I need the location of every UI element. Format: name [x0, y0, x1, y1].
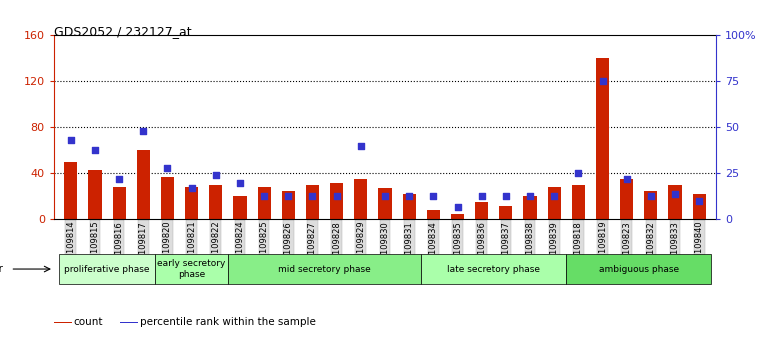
Bar — [64, 162, 78, 219]
Text: percentile rank within the sample: percentile rank within the sample — [140, 317, 316, 327]
Bar — [378, 188, 392, 219]
Point — [89, 147, 101, 152]
Bar — [233, 196, 246, 219]
Point — [282, 193, 294, 198]
Bar — [161, 177, 174, 219]
Point — [65, 137, 77, 143]
Text: other: other — [0, 264, 3, 274]
Point — [451, 204, 464, 210]
Bar — [403, 194, 416, 219]
Point — [621, 176, 633, 182]
Text: ambiguous phase: ambiguous phase — [599, 264, 679, 274]
Bar — [571, 185, 585, 219]
Bar — [257, 187, 271, 219]
Point — [596, 79, 608, 84]
Point — [306, 193, 319, 198]
Bar — [228, 254, 421, 284]
Bar — [112, 187, 126, 219]
Point — [427, 193, 440, 198]
Point — [524, 193, 536, 198]
Point — [693, 198, 705, 204]
Bar — [547, 187, 561, 219]
Bar — [354, 179, 367, 219]
Bar — [620, 179, 633, 219]
Point — [137, 128, 149, 134]
Bar — [282, 191, 295, 219]
Bar — [59, 254, 156, 284]
Bar — [692, 194, 706, 219]
Point — [669, 191, 681, 196]
Bar — [566, 254, 711, 284]
Text: proliferative phase: proliferative phase — [65, 264, 150, 274]
Bar — [137, 150, 150, 219]
Point — [209, 172, 222, 178]
Bar — [596, 58, 609, 219]
Bar — [89, 170, 102, 219]
Point — [355, 143, 367, 149]
Point — [572, 171, 584, 176]
Bar — [421, 254, 566, 284]
Point — [258, 193, 270, 198]
Bar — [499, 206, 513, 219]
Bar — [306, 185, 319, 219]
Point — [234, 180, 246, 185]
Point — [476, 193, 488, 198]
Bar — [644, 191, 658, 219]
Text: count: count — [74, 317, 103, 327]
Point — [403, 193, 415, 198]
Text: late secretory phase: late secretory phase — [447, 264, 541, 274]
Bar — [668, 185, 681, 219]
Bar — [427, 210, 440, 219]
Point — [500, 193, 512, 198]
Point — [162, 165, 174, 171]
Text: GDS2052 / 232127_at: GDS2052 / 232127_at — [54, 25, 192, 38]
Bar — [330, 183, 343, 219]
Bar — [475, 202, 488, 219]
Point — [644, 193, 657, 198]
Point — [186, 185, 198, 191]
Text: early secretory
phase: early secretory phase — [158, 259, 226, 279]
Bar — [156, 254, 228, 284]
Point — [379, 193, 391, 198]
Point — [113, 176, 126, 182]
Bar — [185, 187, 199, 219]
Point — [548, 193, 561, 198]
Bar — [524, 196, 537, 219]
Bar — [451, 214, 464, 219]
Point — [330, 193, 343, 198]
Bar — [209, 185, 223, 219]
Text: mid secretory phase: mid secretory phase — [278, 264, 371, 274]
